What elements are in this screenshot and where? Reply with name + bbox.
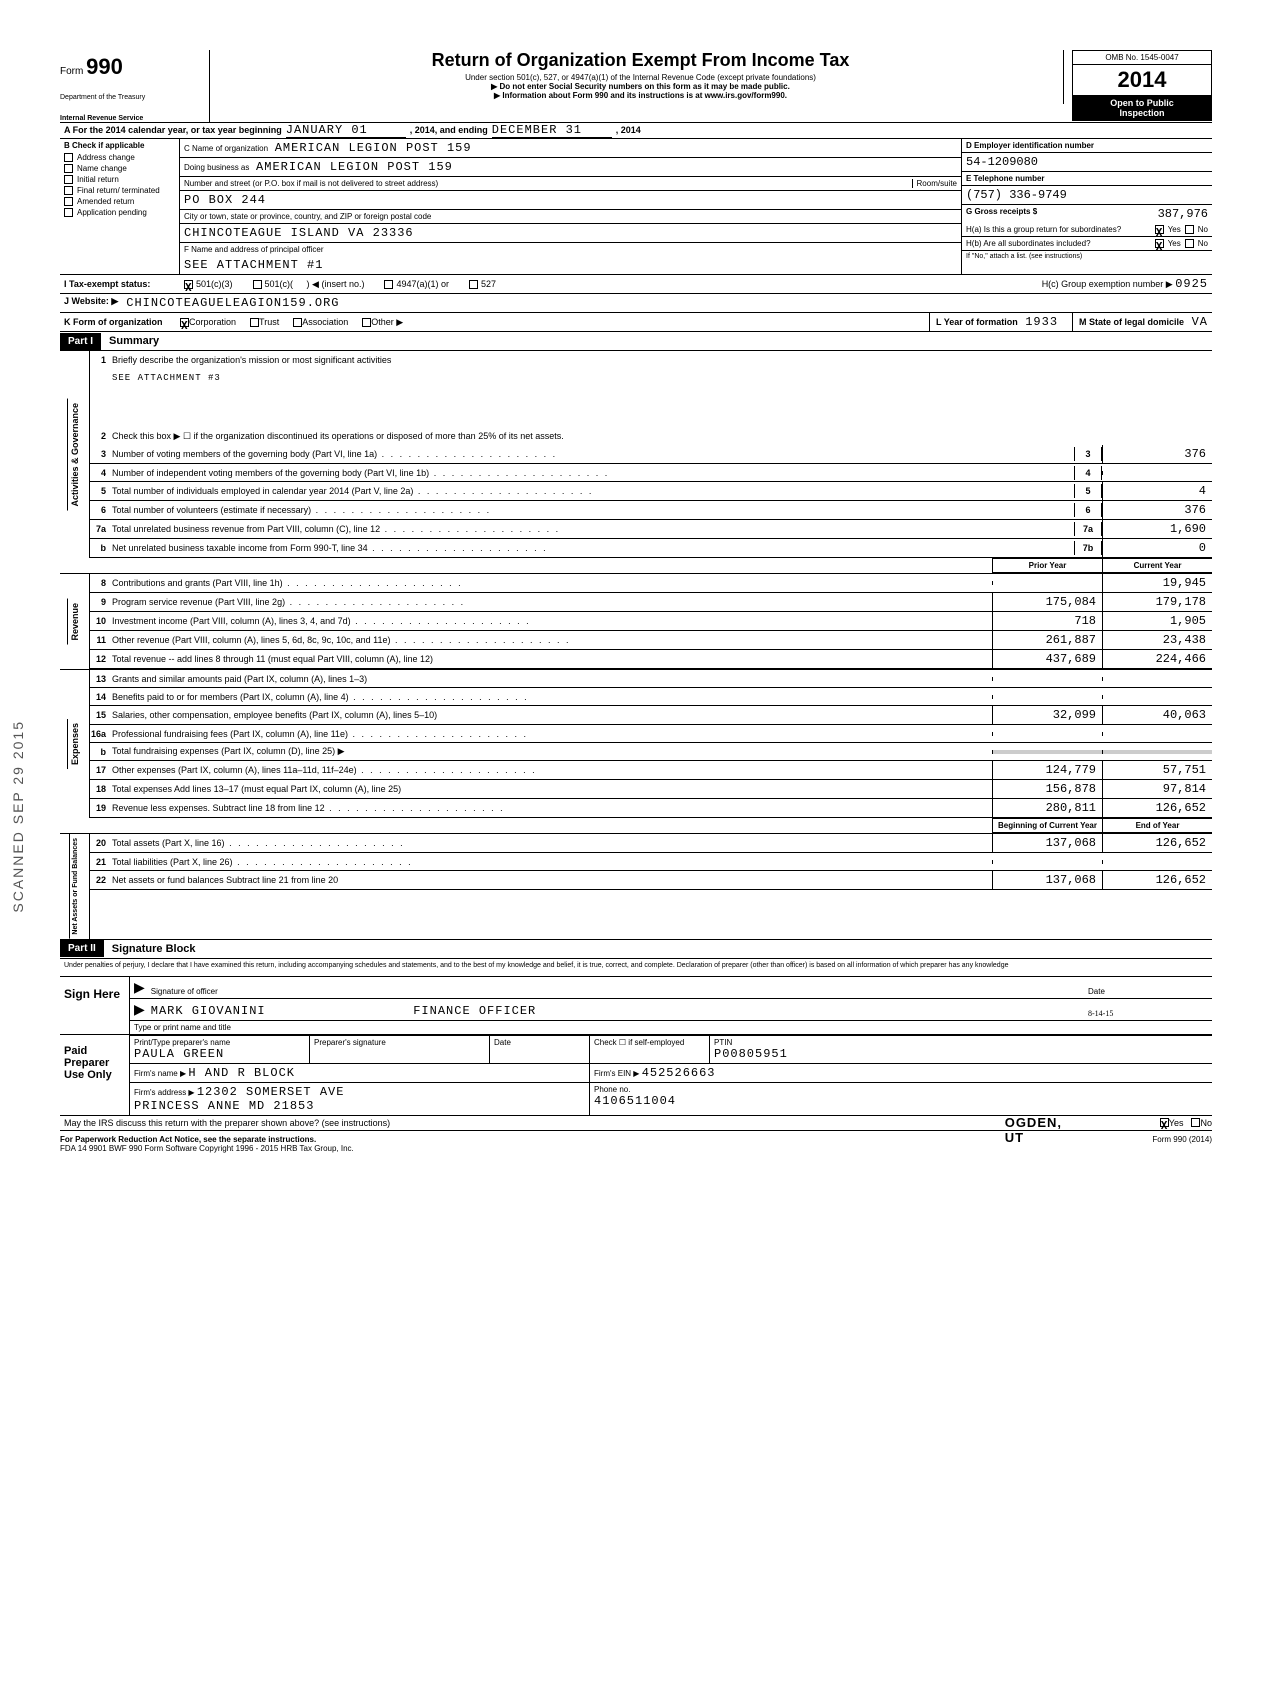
form-box: Form 990 Department of the Treasury Inte… — [60, 50, 210, 122]
chk-4947[interactable] — [384, 280, 393, 289]
chk-corp[interactable]: X — [180, 318, 189, 327]
website[interactable]: CHINCOTEAGUELEAGION159.ORG — [122, 294, 343, 312]
preparer-name: PAULA GREEN — [134, 1047, 224, 1061]
paid-preparer: Paid Preparer Use Only — [60, 1035, 130, 1115]
v7a: 1,690 — [1102, 520, 1212, 538]
firm-ein: 452526663 — [642, 1066, 716, 1080]
discuss-no[interactable] — [1191, 1118, 1200, 1127]
firm-phone: 4106511004 — [594, 1094, 676, 1108]
officer-name: MARK GIOVANINI FINANCE OFFICER — [151, 1004, 1088, 1018]
chk-527[interactable] — [469, 280, 478, 289]
ein[interactable]: 54-1209080 — [966, 155, 1038, 169]
chk-name-change[interactable] — [64, 164, 73, 173]
c15: 40,063 — [1102, 706, 1212, 724]
chk-app-pending[interactable] — [64, 208, 73, 217]
col-b: B Check if applicable Address change Nam… — [60, 139, 180, 274]
sign-here: Sign Here — [60, 977, 130, 1034]
vert-governance: Activities & Governance — [67, 399, 82, 511]
v7b: 0 — [1102, 539, 1212, 557]
street[interactable]: PO BOX 244 — [184, 193, 266, 207]
vert-expenses: Expenses — [67, 719, 82, 769]
chk-trust[interactable] — [250, 318, 259, 327]
form-990-label: Form 990 (2014) — [1152, 1135, 1212, 1144]
v4 — [1102, 471, 1212, 475]
hb-yes[interactable]: X — [1155, 239, 1164, 248]
c11: 23,438 — [1102, 631, 1212, 649]
ptin: P00805951 — [714, 1047, 788, 1061]
gross-receipts: 387,976 — [1158, 207, 1208, 221]
sign-date: 8-14-15 — [1088, 1009, 1208, 1018]
declaration: Under penalties of perjury, I declare th… — [60, 958, 1212, 972]
year-begin[interactable]: JANUARY 01 — [286, 123, 406, 138]
chk-initial-return[interactable] — [64, 175, 73, 184]
year-formation: 1933 — [1025, 315, 1058, 329]
dba[interactable]: AMERICAN LEGION POST 159 — [256, 160, 453, 174]
hb-no[interactable] — [1185, 239, 1194, 248]
chk-amended[interactable] — [64, 197, 73, 206]
part1-hdr: Part I — [60, 333, 101, 350]
scanned-stamp: SCANNED SEP 29 2015 — [10, 720, 26, 913]
omb-box: OMB No. 1545-0047 2014 Open to PublicIns… — [1072, 50, 1212, 121]
chk-501c[interactable] — [253, 280, 262, 289]
c8: 19,945 — [1102, 574, 1212, 592]
fda-line: FDA 14 9901 BWF 990 Form Software Copyri… — [60, 1144, 354, 1153]
part2-hdr: Part II — [60, 940, 104, 957]
row-k-label: K Form of organization — [60, 315, 180, 329]
vert-revenue: Revenue — [67, 599, 82, 645]
firm-name: H AND R BLOCK — [188, 1066, 295, 1080]
year-end[interactable]: DECEMBER 31 — [492, 123, 612, 138]
v5: 4 — [1102, 482, 1212, 500]
end-year-hdr: End of Year — [1102, 818, 1212, 833]
col-de: D Employer identification number 54-1209… — [962, 139, 1212, 274]
ha-no[interactable] — [1185, 225, 1194, 234]
c10: 1,905 — [1102, 612, 1212, 630]
chk-address-change[interactable] — [64, 153, 73, 162]
current-year-hdr: Current Year — [1102, 558, 1212, 573]
begin-year-hdr: Beginning of Current Year — [992, 818, 1102, 833]
chk-501c3[interactable]: X — [184, 280, 193, 289]
city[interactable]: CHINCOTEAGUE ISLAND VA 23336 — [184, 226, 414, 240]
c18: 97,814 — [1102, 780, 1212, 798]
chk-assoc[interactable] — [293, 318, 302, 327]
vert-net-assets: Net Assets or Fund Balances — [69, 834, 81, 939]
c20: 126,652 — [1102, 834, 1212, 852]
c22: 126,652 — [1102, 871, 1212, 889]
firm-addr2: PRINCESS ANNE MD 21853 — [134, 1099, 314, 1113]
row-j-label: J Website: ▶ — [60, 294, 122, 312]
ogden-stamp: OGDEN, UT — [1005, 1115, 1062, 1145]
col-c: C Name of organization AMERICAN LEGION P… — [180, 139, 962, 274]
org-name[interactable]: AMERICAN LEGION POST 159 — [275, 141, 472, 155]
state-domicile: VA — [1192, 315, 1208, 329]
c9: 179,178 — [1102, 593, 1212, 611]
prior-year-hdr: Prior Year — [992, 558, 1102, 573]
firm-addr1: 12302 SOMERSET AVE — [197, 1085, 345, 1099]
pra-notice: For Paperwork Reduction Act Notice, see … — [60, 1135, 316, 1144]
discuss-yes[interactable]: X — [1160, 1118, 1169, 1127]
phone[interactable]: (757) 336-9749 — [966, 188, 1067, 202]
v3: 376 — [1102, 445, 1212, 463]
discuss-label: May the IRS discuss this return with the… — [60, 1116, 1160, 1130]
chk-final-return[interactable] — [64, 186, 73, 195]
form-title: Return of Organization Exempt From Incom… — [226, 50, 1055, 71]
v6: 376 — [1102, 501, 1212, 519]
title-box: Return of Organization Exempt From Incom… — [218, 50, 1064, 104]
c19: 126,652 — [1102, 799, 1212, 817]
group-exemption: 0925 — [1175, 277, 1208, 291]
c12: 224,466 — [1102, 650, 1212, 668]
row-i-label: I Tax-exempt status: — [60, 277, 180, 291]
c17: 57,751 — [1102, 761, 1212, 779]
ha-yes[interactable]: X — [1155, 225, 1164, 234]
officer-addr[interactable]: SEE ATTACHMENT #1 — [184, 258, 323, 272]
chk-other[interactable] — [362, 318, 371, 327]
mission[interactable]: SEE ATTACHMENT #3 — [112, 371, 1212, 385]
row-a-label: A For the 2014 calendar year, or tax yea… — [60, 123, 286, 138]
